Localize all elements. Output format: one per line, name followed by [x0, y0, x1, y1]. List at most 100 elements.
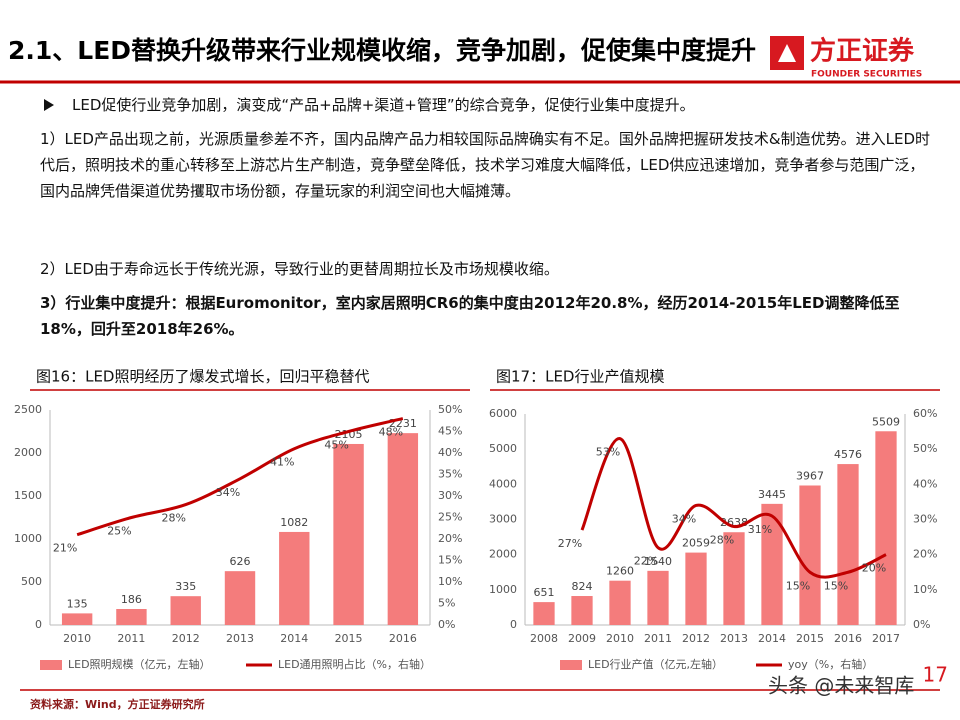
- source: 资料来源：Wind，方正证券研究所: [30, 697, 205, 711]
- tick-label: 1000: [14, 532, 42, 545]
- bar-label: 626: [230, 555, 251, 568]
- bar: [116, 609, 147, 625]
- tick-label: 2000: [489, 548, 517, 561]
- x-tick-label: 2015: [796, 632, 824, 645]
- bar-label: 3445: [758, 488, 786, 501]
- tick-label: 50%: [438, 403, 462, 416]
- tick-label: 40%: [913, 477, 937, 490]
- x-tick-label: 2013: [226, 632, 254, 645]
- x-tick-label: 2012: [682, 632, 710, 645]
- x-tick-label: 2016: [389, 632, 417, 645]
- bar: [279, 531, 310, 625]
- tick-label: 45%: [438, 425, 462, 438]
- tick-label: 30%: [913, 513, 937, 526]
- line-label: 48%: [379, 426, 403, 439]
- line-label: 28%: [710, 534, 734, 547]
- bar: [333, 443, 364, 625]
- bar: [685, 552, 707, 625]
- tick-label: 0: [510, 618, 517, 631]
- line-label: 31%: [748, 523, 772, 536]
- bar-label: 1540: [644, 555, 672, 568]
- line-label: 22%: [634, 555, 658, 568]
- bar: [387, 433, 419, 625]
- tick-label: 15%: [438, 554, 462, 567]
- line-label: 20%: [862, 562, 886, 575]
- x-tick-label: 2011: [117, 632, 145, 645]
- x-tick-label: 2008: [530, 632, 558, 645]
- bar-label: 335: [175, 580, 196, 593]
- tick-label: 30%: [438, 489, 462, 502]
- legend-label: LED行业产值（亿元,左轴）: [588, 657, 723, 671]
- bar: [533, 602, 555, 625]
- tick-label: 25%: [438, 511, 462, 524]
- bullet-text: LED促使行业竞争加剧，演变成“产品+品牌+渠道+管理”的综合竞争，促使行业集中…: [72, 96, 695, 114]
- bar-label: 1082: [280, 516, 308, 529]
- logo-sub: FOUNDER SECURITIES: [811, 70, 922, 80]
- paragraph: 1）LED产品出现之前，光源质量参差不齐，国内品牌产品力相较国际品牌确实有不足。…: [40, 130, 931, 200]
- watermark: 头条 @未来智库: [768, 674, 914, 698]
- x-tick-label: 2017: [872, 632, 900, 645]
- bar-label: 824: [572, 580, 593, 593]
- chart-title: 图16：LED照明经历了爆发式增长，回归平稳替代: [36, 368, 369, 386]
- legend-label: LED照明规模（亿元，左轴）: [68, 657, 211, 671]
- line-label: 28%: [161, 512, 185, 525]
- paragraph: 2）LED由于寿命远长于传统光源，导致行业的更替周期拉长及市场规模收缩。: [40, 260, 559, 278]
- x-tick-label: 2015: [335, 632, 363, 645]
- line: [580, 437, 887, 579]
- line-label: 15%: [824, 579, 848, 592]
- tick-label: 35%: [438, 468, 462, 481]
- line-label: 25%: [107, 525, 131, 538]
- bar-label: 135: [67, 597, 88, 610]
- tick-label: 50%: [913, 442, 937, 455]
- tick-label: 20%: [913, 548, 937, 561]
- line-label: 21%: [53, 542, 77, 555]
- bar: [609, 580, 631, 625]
- x-tick-label: 2014: [280, 632, 308, 645]
- line: [76, 417, 404, 537]
- bar: [61, 613, 93, 625]
- tick-label: 10%: [913, 583, 937, 596]
- legend-swatch: [560, 660, 582, 670]
- line-label: 27%: [558, 537, 582, 550]
- bar-label: 4576: [834, 448, 862, 461]
- tick-label: 6000: [489, 407, 517, 420]
- line-label: 34%: [216, 486, 240, 499]
- legend-label: yoy（%，右轴）: [788, 657, 873, 671]
- x-tick-label: 2014: [758, 632, 786, 645]
- bar: [224, 571, 256, 625]
- x-tick-label: 2010: [606, 632, 634, 645]
- tick-label: 10%: [438, 575, 462, 588]
- chart-title: 图17：LED行业产值规模: [496, 368, 664, 386]
- tick-label: 4000: [489, 477, 517, 490]
- bar: [875, 431, 897, 625]
- line-label: 53%: [596, 446, 620, 459]
- tick-label: 0: [35, 618, 42, 631]
- x-tick-label: 2012: [172, 632, 200, 645]
- tick-label: 2000: [14, 446, 42, 459]
- tick-label: 5%: [438, 597, 455, 610]
- legend-swatch: [40, 660, 62, 670]
- tick-label: 60%: [913, 407, 937, 420]
- line-label: 45%: [324, 439, 348, 452]
- bar: [723, 532, 745, 625]
- bar: [647, 570, 669, 625]
- x-tick-label: 2011: [644, 632, 672, 645]
- legend-label: LED通用照明占比（%，右轴）: [278, 657, 431, 671]
- x-tick-label: 2009: [568, 632, 596, 645]
- line-label: 34%: [672, 512, 696, 525]
- bar: [170, 596, 201, 625]
- bar-label: 186: [121, 593, 142, 606]
- tick-label: 1500: [14, 489, 42, 502]
- bar-label: 3967: [796, 469, 824, 482]
- slide-title: 2.1、LED替换升级带来行业规模收缩，竞争加剧，促使集中度提升: [8, 36, 756, 65]
- tick-label: 0%: [438, 618, 455, 631]
- bullet-icon: [44, 99, 54, 111]
- bar: [571, 596, 593, 625]
- bar: [761, 503, 783, 625]
- bar: [799, 485, 821, 625]
- bar-label: 5509: [872, 415, 900, 428]
- tick-label: 40%: [438, 446, 462, 459]
- tick-label: 0%: [913, 618, 930, 631]
